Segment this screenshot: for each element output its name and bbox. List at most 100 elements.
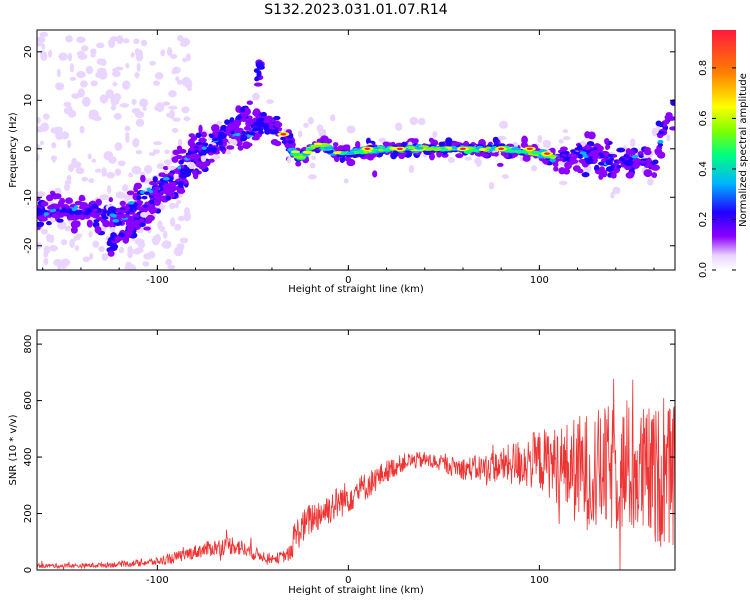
spectrogram-cell	[90, 53, 96, 58]
spectrogram-cell	[239, 107, 246, 113]
spectrogram-cell	[37, 211, 41, 215]
spectrogram-cell	[332, 142, 339, 147]
spectrogram-cell	[93, 219, 100, 223]
spectrogram-cell	[246, 119, 254, 126]
spectrogram-cell	[125, 133, 130, 144]
spectrogram-cell	[171, 181, 177, 187]
spectrogram-cell	[548, 154, 557, 158]
spectrogram-cell	[177, 139, 183, 147]
spectrogram-cell	[103, 150, 114, 161]
spectrogram-cell	[218, 131, 226, 136]
spectrogram-cell	[60, 203, 65, 208]
spectrogram-cell	[293, 155, 306, 159]
spectrogram-cell	[666, 134, 671, 142]
spectrogram-cell	[537, 135, 543, 144]
spectrogram-cell	[208, 158, 215, 163]
spectrogram-cell	[309, 162, 316, 169]
spectrogram-cell	[124, 83, 131, 88]
spectrogram-cell	[165, 258, 173, 266]
spectrogram-cell	[310, 155, 317, 160]
spectrogram-cell	[65, 197, 73, 205]
colorbar-ticks: 0.0 0.2 0.4 0.6 0.8	[698, 60, 736, 278]
snr-x-axis-label: Height of straight line (km)	[288, 585, 424, 596]
spectrogram-cell	[651, 127, 658, 137]
spectrogram-cell	[669, 126, 675, 131]
spectrogram-cell	[432, 131, 438, 138]
spectrogram-cell	[277, 127, 283, 131]
spectrogram-cell	[149, 60, 157, 66]
spectrogram-cell	[138, 222, 146, 227]
spectrogram-cell	[75, 233, 83, 238]
spectrogram-cell	[109, 245, 118, 251]
spectrogram-cell	[222, 138, 229, 143]
spectrogram-cell	[114, 142, 123, 151]
spectrogram-cell	[92, 240, 100, 248]
spectrogram-cell	[135, 51, 144, 62]
spectrogram-cell	[37, 117, 41, 124]
spectrogram-cell	[95, 42, 105, 49]
spectrogram-cell	[108, 38, 116, 49]
spectrogram-cell	[284, 144, 291, 148]
spectrogram-cell	[163, 159, 172, 165]
spectrogram-cell	[136, 62, 141, 72]
spectrogram-cell	[323, 138, 332, 144]
snr-y-tick-label: 0	[23, 567, 34, 573]
spectrogram-cell	[126, 190, 135, 196]
spectrogram-cell	[76, 50, 85, 57]
spectrogram-cell	[577, 153, 583, 158]
spectrogram-cell	[639, 160, 646, 164]
spectrogram-cell	[251, 92, 260, 101]
spectrogram-cell	[563, 167, 570, 175]
spectrogram-cell	[228, 134, 233, 139]
spectrogram-cell	[601, 169, 608, 178]
spectrogram-cell	[75, 167, 85, 175]
spectrogram-cell	[37, 221, 44, 228]
spectrogram-cell	[264, 115, 274, 122]
spectrogram-cell	[37, 36, 46, 43]
spectrogram-cell	[492, 136, 499, 144]
spectrogram-cell	[110, 105, 116, 111]
spectrogram-cell	[137, 241, 146, 249]
snr-panel: -100 0 100 0 200 400 600 800 Height of straight…	[8, 329, 676, 596]
spectrogram-cell	[365, 137, 371, 145]
spectrogram-cell	[632, 158, 639, 163]
spectrogram-cell	[570, 149, 576, 153]
spectrogram-cell	[160, 49, 166, 57]
spectrogram-cell	[118, 192, 126, 199]
spectrogram-cell	[595, 145, 604, 152]
spectrogram-cell	[186, 155, 192, 159]
spectrogram-y-tick-label: 0	[23, 146, 34, 152]
spectrogram-cell	[158, 182, 164, 186]
spectrogram-cell	[273, 140, 282, 147]
spectrogram-cell	[90, 80, 98, 87]
spectrogram-cell	[651, 164, 660, 171]
spectrogram-cell	[74, 213, 81, 220]
spectrogram-cell	[122, 236, 130, 244]
spectrogram-cell	[51, 142, 57, 149]
spectrogram-cell	[181, 57, 188, 63]
spectrogram-cell	[112, 81, 118, 87]
spectrogram-cell	[106, 171, 115, 179]
spectrogram-cell	[162, 176, 170, 181]
colorbar-label: Normalized spectral amplitude	[738, 73, 749, 227]
spectrogram-cell	[65, 35, 73, 43]
spectrogram-cell	[257, 125, 262, 130]
spectrogram-cell	[69, 76, 77, 81]
spectrogram-cell	[144, 164, 153, 174]
spectrogram-cell	[63, 182, 71, 192]
spectrogram-cell	[610, 191, 615, 199]
spectrogram-cell	[109, 213, 116, 217]
spectrogram-cell	[241, 130, 246, 135]
spectrogram-cell	[119, 209, 126, 214]
spectrogram-cell	[395, 122, 403, 131]
spectrogram-cell	[167, 264, 176, 270]
spectrogram-cell	[43, 257, 49, 266]
spectrogram-cell	[130, 264, 137, 270]
spectrogram-cell	[45, 194, 54, 202]
spectrogram-cell	[664, 118, 669, 123]
spectrogram-y-axis-label: Frequency (Hz)	[8, 112, 19, 188]
spectrogram-cell	[153, 80, 161, 87]
spectrogram-cell	[64, 225, 72, 232]
spectrogram-cell	[91, 158, 97, 163]
spectrogram-cell	[100, 213, 107, 217]
